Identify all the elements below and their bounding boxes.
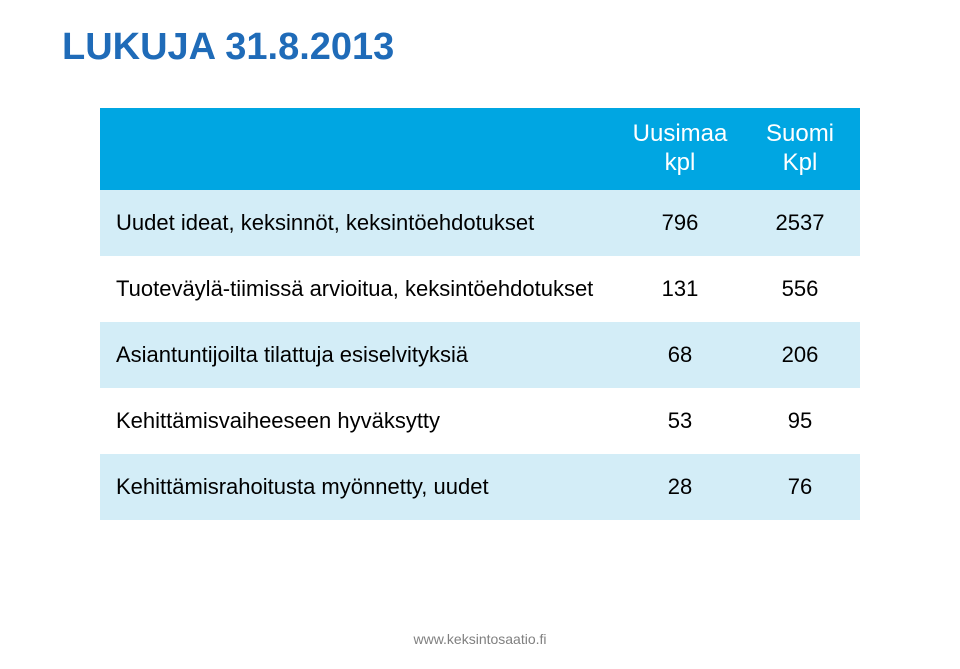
row-uusimaa: 796 (620, 190, 740, 256)
row-suomi: 95 (740, 388, 860, 454)
table-row: Tuoteväylä-tiimissä arvioitua, keksintöe… (100, 256, 860, 322)
table-row: Kehittämisrahoitusta myönnetty, uudet 28… (100, 454, 860, 520)
row-suomi: 556 (740, 256, 860, 322)
table-row: Uudet ideat, keksinnöt, keksintöehdotuks… (100, 190, 860, 256)
row-label: Kehittämisvaiheeseen hyväksytty (100, 388, 620, 454)
row-label: Uudet ideat, keksinnöt, keksintöehdotuks… (100, 190, 620, 256)
row-uusimaa: 131 (620, 256, 740, 322)
row-uusimaa: 28 (620, 454, 740, 520)
footer-url: www.keksintosaatio.fi (0, 631, 960, 647)
col-header-uusimaa: Uusimaa kpl (620, 108, 740, 190)
table-row: Asiantuntijoilta tilattuja esiselvityksi… (100, 322, 860, 388)
row-label: Asiantuntijoilta tilattuja esiselvityksi… (100, 322, 620, 388)
page-title: LUKUJA 31.8.2013 (62, 26, 394, 69)
row-uusimaa: 68 (620, 322, 740, 388)
row-label: Kehittämisrahoitusta myönnetty, uudet (100, 454, 620, 520)
table-row: Kehittämisvaiheeseen hyväksytty 53 95 (100, 388, 860, 454)
table-header-row: Uusimaa kpl Suomi Kpl (100, 108, 860, 190)
row-suomi: 2537 (740, 190, 860, 256)
col-header-suomi: Suomi Kpl (740, 108, 860, 190)
col-header-blank (100, 108, 620, 190)
row-suomi: 76 (740, 454, 860, 520)
data-table: Uusimaa kpl Suomi Kpl Uudet ideat, keksi… (100, 108, 860, 520)
row-uusimaa: 53 (620, 388, 740, 454)
table-body: Uudet ideat, keksinnöt, keksintöehdotuks… (100, 190, 860, 520)
data-table-container: Uusimaa kpl Suomi Kpl Uudet ideat, keksi… (100, 108, 860, 520)
row-suomi: 206 (740, 322, 860, 388)
row-label: Tuoteväylä-tiimissä arvioitua, keksintöe… (100, 256, 620, 322)
